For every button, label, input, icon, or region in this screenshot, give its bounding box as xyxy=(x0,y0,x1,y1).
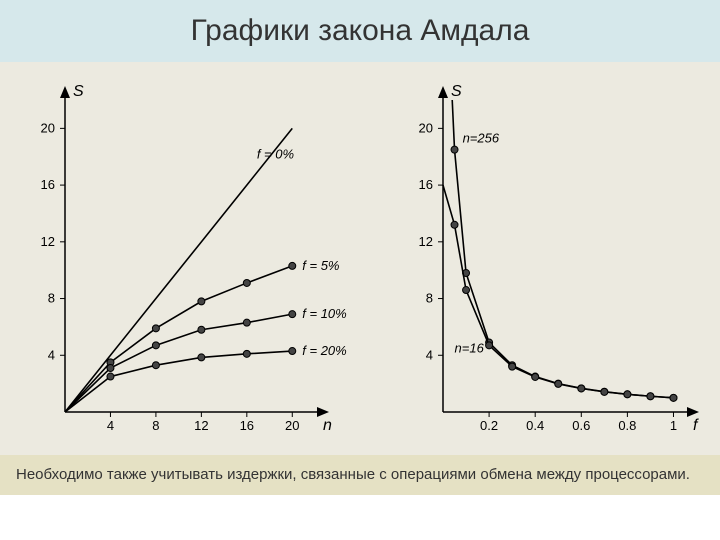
svg-text:f = 0%: f = 0% xyxy=(257,147,294,162)
svg-text:f = 10%: f = 10% xyxy=(302,306,346,321)
svg-text:20: 20 xyxy=(285,418,299,433)
svg-text:16: 16 xyxy=(419,177,433,192)
charts-container: 4 8 12 16 20 4 8 12 16 20 Sn f = 0% f = 5% f = 10% f =… xyxy=(0,62,720,455)
svg-text:f: f xyxy=(693,417,699,434)
svg-text:4: 4 xyxy=(426,347,433,362)
right-chart-panel: 0.2 0.4 0.6 0.8 1 4 8 12 16 20 Sf n=256 n=16 xyxy=(395,70,705,455)
svg-text:0.6: 0.6 xyxy=(572,418,590,433)
svg-text:12: 12 xyxy=(419,234,433,249)
svg-text:20: 20 xyxy=(41,120,55,135)
svg-text:0.8: 0.8 xyxy=(618,418,636,433)
left-chart: 4 8 12 16 20 4 8 12 16 20 Sn f = 0% f = 5% f = 10% f =… xyxy=(15,70,385,450)
svg-text:n: n xyxy=(323,417,332,434)
svg-text:S: S xyxy=(451,83,462,100)
svg-text:12: 12 xyxy=(194,418,208,433)
svg-text:1: 1 xyxy=(670,418,677,433)
svg-text:8: 8 xyxy=(152,418,159,433)
left-chart-panel: 4 8 12 16 20 4 8 12 16 20 Sn f = 0% f = 5% f = 10% f =… xyxy=(15,70,385,455)
svg-text:S: S xyxy=(73,83,84,100)
svg-text:f = 20%: f = 20% xyxy=(302,343,346,358)
svg-text:0.2: 0.2 xyxy=(480,418,498,433)
svg-text:4: 4 xyxy=(48,347,55,362)
svg-text:8: 8 xyxy=(426,291,433,306)
svg-text:16: 16 xyxy=(240,418,254,433)
svg-text:8: 8 xyxy=(48,291,55,306)
svg-text:f = 5%: f = 5% xyxy=(302,258,339,273)
right-chart: 0.2 0.4 0.6 0.8 1 4 8 12 16 20 Sf n=256 n=16 xyxy=(395,70,705,450)
svg-text:n=16: n=16 xyxy=(455,340,485,355)
svg-text:4: 4 xyxy=(107,418,114,433)
footer-note: Необходимо также учитывать издержки, свя… xyxy=(0,455,720,495)
svg-text:12: 12 xyxy=(41,234,55,249)
svg-text:16: 16 xyxy=(41,177,55,192)
page-title: Графики закона Амдала xyxy=(0,0,720,62)
svg-text:20: 20 xyxy=(419,120,433,135)
svg-text:0.4: 0.4 xyxy=(526,418,544,433)
svg-text:n=256: n=256 xyxy=(463,131,500,146)
